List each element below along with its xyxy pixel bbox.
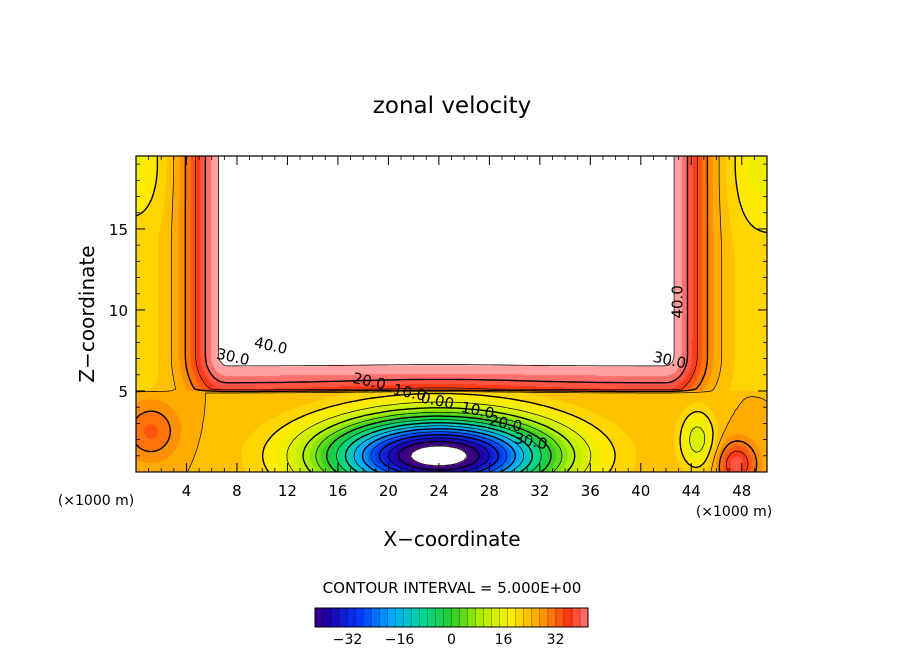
colorbar-swatch bbox=[499, 608, 509, 627]
chart-title: zonal velocity bbox=[373, 93, 531, 119]
colorbar-swatch bbox=[547, 608, 557, 627]
contour-line bbox=[286, 401, 705, 472]
colorbar-swatch bbox=[467, 608, 476, 627]
contour-label: 40.0 bbox=[668, 285, 686, 318]
x-tick-label: 28 bbox=[480, 482, 499, 500]
colorbar-ticks: −32 −16 0 16 32 bbox=[333, 632, 565, 648]
colorbar-frame bbox=[314, 607, 589, 628]
x-tick-label: 16 bbox=[328, 482, 347, 500]
x-tick-label: 32 bbox=[530, 482, 549, 500]
colorbar-swatch bbox=[507, 608, 517, 627]
colorbar-tick-label: 0 bbox=[447, 632, 456, 648]
colorbar-swatch bbox=[427, 608, 436, 627]
colorbar-swatch bbox=[483, 608, 493, 627]
colorbar-swatch bbox=[443, 608, 452, 627]
colorbar-swatch bbox=[355, 608, 364, 627]
x-tick-label: 36 bbox=[581, 482, 600, 500]
colorbar-swatch bbox=[539, 608, 549, 627]
contour-line bbox=[315, 411, 563, 472]
colorbar-swatch bbox=[531, 608, 541, 627]
x-tick-label: 20 bbox=[379, 482, 398, 500]
colorbar-swatch bbox=[523, 608, 533, 627]
contour-line bbox=[410, 445, 468, 466]
contour-line bbox=[136, 156, 767, 472]
x-tick-label: 48 bbox=[732, 482, 751, 500]
colorbar-swatch bbox=[315, 608, 324, 627]
colorbar-swatch bbox=[475, 608, 485, 627]
contour-line bbox=[204, 156, 689, 384]
colorbar-swatch bbox=[491, 608, 501, 627]
contour-line bbox=[387, 437, 490, 472]
y-axis-label: Z−coordinate bbox=[75, 245, 99, 382]
colorbar-swatches bbox=[314, 608, 589, 627]
contour-line bbox=[370, 431, 508, 472]
x-tick-label: 40 bbox=[631, 482, 650, 500]
x-axis-label: X−coordinate bbox=[383, 527, 520, 551]
colorbar-swatch bbox=[387, 608, 396, 627]
contour-line bbox=[361, 428, 517, 472]
colorbar-tick-label: −16 bbox=[385, 632, 415, 648]
x-tick-label: 24 bbox=[429, 482, 448, 500]
x-axis-ticks: 4 8 12 16 20 24 28 32 36 40 44 48 bbox=[148, 156, 755, 500]
colorbar-swatch bbox=[419, 608, 428, 627]
x-tick-label: 44 bbox=[682, 482, 701, 500]
contour-line bbox=[336, 419, 542, 472]
contour-line bbox=[195, 156, 749, 472]
contour-line bbox=[344, 422, 534, 472]
contour-line bbox=[325, 415, 552, 472]
x-tick-label: 12 bbox=[278, 482, 297, 500]
y-tick-label: 15 bbox=[109, 221, 128, 239]
colorbar-swatch bbox=[459, 608, 468, 627]
colorbar-swatch bbox=[435, 608, 444, 627]
contour-line bbox=[136, 156, 767, 472]
colorbar-swatch bbox=[379, 608, 388, 627]
x-unit-left: (×1000 m) bbox=[58, 493, 134, 509]
colorbar-tick-label: 32 bbox=[547, 632, 565, 648]
colorbar-swatch bbox=[323, 608, 332, 627]
colorbar: −32 −16 0 16 32 bbox=[314, 607, 589, 648]
colorbar-tick-label: 16 bbox=[495, 632, 513, 648]
x-tick-label: 4 bbox=[182, 482, 192, 500]
colorbar-swatch bbox=[411, 608, 420, 627]
y-axis-ticks: 5 10 15 bbox=[109, 163, 767, 457]
contour-lines bbox=[136, 156, 767, 472]
x-unit-right: (×1000 m) bbox=[696, 504, 772, 520]
colorbar-swatch bbox=[579, 608, 589, 627]
y-tick-label: 5 bbox=[118, 383, 128, 401]
colorbar-swatch bbox=[395, 608, 404, 627]
contour-line bbox=[218, 156, 675, 367]
contour-line bbox=[397, 440, 481, 471]
colorbar-swatch bbox=[403, 608, 412, 627]
colorbar-swatch bbox=[363, 608, 372, 627]
contour-line bbox=[378, 434, 500, 472]
colorbar-swatch bbox=[347, 608, 356, 627]
contour-line bbox=[302, 407, 576, 472]
colorbar-swatch bbox=[451, 608, 460, 627]
plot-area: 40.030.020.0 10.00.00 10.020.030.040.030.0… bbox=[109, 155, 768, 500]
y-tick-label: 10 bbox=[109, 302, 128, 320]
colorbar-swatch bbox=[571, 608, 581, 627]
colorbar-swatch bbox=[555, 608, 565, 627]
x-tick-label: 8 bbox=[232, 482, 242, 500]
contour-field bbox=[136, 156, 767, 472]
contour-line bbox=[136, 156, 758, 472]
colorbar-swatch bbox=[331, 608, 340, 627]
colorbar-swatch bbox=[371, 608, 380, 627]
colorbar-swatch bbox=[339, 608, 348, 627]
colorbar-swatch bbox=[515, 608, 525, 627]
contour-interval-text: CONTOUR INTERVAL = 5.000E+00 bbox=[323, 579, 582, 597]
colorbar-swatch bbox=[563, 608, 573, 627]
colorbar-tick-label: −32 bbox=[333, 632, 363, 648]
